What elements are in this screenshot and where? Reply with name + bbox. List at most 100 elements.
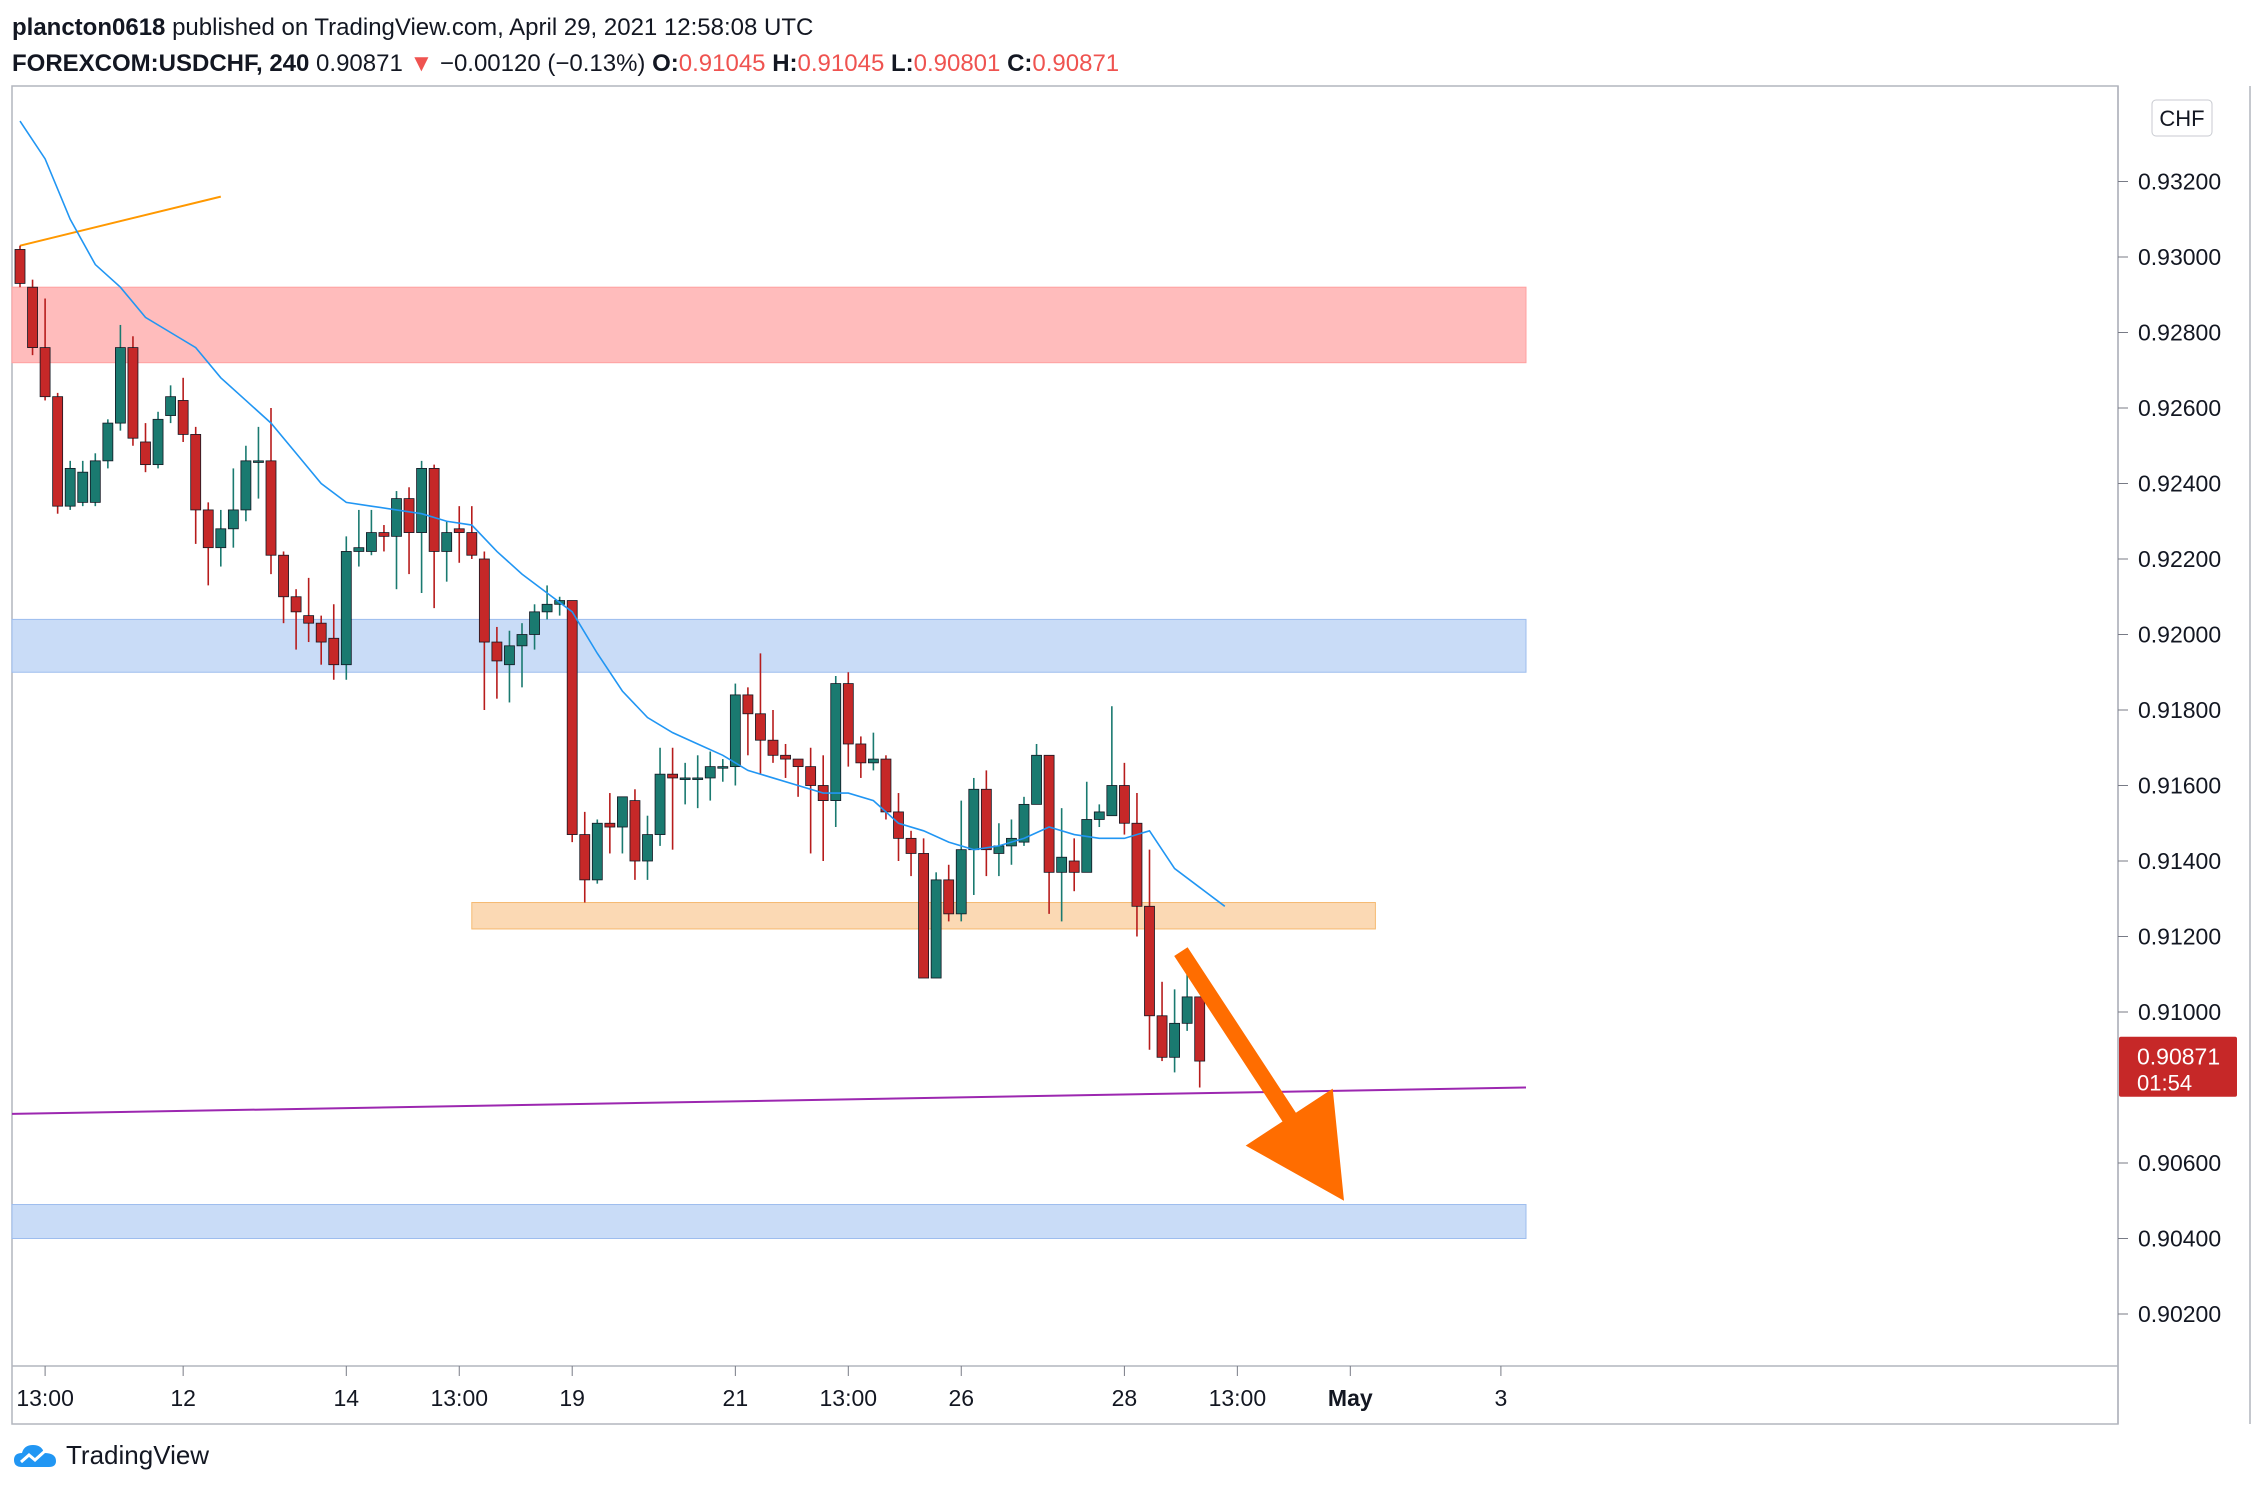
bear-candle[interactable]: [315, 622, 327, 643]
bull-candle[interactable]: [654, 773, 666, 835]
bull-candle[interactable]: [704, 766, 716, 779]
bull-candle[interactable]: [868, 758, 879, 764]
bear-candle[interactable]: [792, 758, 804, 768]
bull-candle[interactable]: [516, 634, 528, 647]
bull-candle[interactable]: [830, 683, 842, 802]
bull-candle[interactable]: [253, 460, 264, 463]
bear-candle[interactable]: [579, 834, 591, 881]
publisher-name[interactable]: plancton0618: [12, 14, 166, 41]
bull-candle[interactable]: [541, 603, 553, 613]
bear-candle[interactable]: [265, 460, 277, 556]
bull-candle[interactable]: [968, 788, 980, 851]
bull-candle[interactable]: [1031, 754, 1042, 805]
bull-candle[interactable]: [441, 532, 453, 552]
bear-candle[interactable]: [604, 822, 616, 828]
bear-candle[interactable]: [478, 558, 490, 643]
bull-candle[interactable]: [340, 551, 352, 666]
bear-candle[interactable]: [629, 800, 641, 862]
bear-candle[interactable]: [1131, 822, 1143, 907]
bear-candle[interactable]: [1156, 1015, 1168, 1058]
bull-candle[interactable]: [955, 849, 967, 915]
bull-candle[interactable]: [365, 532, 377, 552]
orange-trendline[interactable]: [19, 195, 222, 247]
bear-candle[interactable]: [127, 347, 139, 439]
bear-candle[interactable]: [980, 788, 992, 851]
bear-candle[interactable]: [52, 396, 64, 507]
bear-candle[interactable]: [1194, 996, 1206, 1062]
bear-candle[interactable]: [918, 853, 929, 979]
bull-candle[interactable]: [1181, 996, 1193, 1024]
bear-candle[interactable]: [755, 713, 766, 741]
bear-candle[interactable]: [403, 498, 415, 533]
bull-candle[interactable]: [64, 467, 76, 507]
bear-candle[interactable]: [566, 600, 578, 835]
bear-candle[interactable]: [453, 528, 465, 533]
bear-candle[interactable]: [39, 347, 51, 398]
bear-candle[interactable]: [190, 434, 202, 511]
bear-candle[interactable]: [1144, 905, 1155, 1017]
bull-candle[interactable]: [152, 418, 164, 466]
bull-candle[interactable]: [1056, 856, 1068, 873]
support-zone[interactable]: [11, 618, 1527, 673]
bear-candle[interactable]: [328, 637, 340, 666]
current-price-badge[interactable]: [2119, 1036, 2237, 1097]
bull-candle[interactable]: [353, 547, 365, 552]
bear-candle[interactable]: [842, 683, 854, 745]
bull-candle[interactable]: [1093, 811, 1105, 820]
bear-candle[interactable]: [742, 694, 754, 715]
bear-candle[interactable]: [290, 596, 302, 613]
bear-candle[interactable]: [466, 532, 478, 556]
bull-candle[interactable]: [416, 467, 428, 533]
bull-candle[interactable]: [1018, 803, 1030, 843]
bull-candle[interactable]: [1106, 785, 1118, 817]
bull-candle[interactable]: [617, 796, 628, 828]
bull-candle[interactable]: [692, 777, 704, 780]
bull-candle[interactable]: [529, 611, 540, 635]
bear-candle[interactable]: [780, 754, 791, 760]
bearish-arrow[interactable]: [1174, 947, 1344, 1201]
bear-candle[interactable]: [428, 467, 440, 552]
bear-candle[interactable]: [378, 532, 390, 537]
bear-candle[interactable]: [943, 879, 955, 915]
bull-candle[interactable]: [1081, 819, 1093, 873]
bull-candle[interactable]: [227, 509, 239, 530]
moving-average-line[interactable]: [19, 120, 1226, 907]
bull-candle[interactable]: [591, 822, 603, 881]
bear-candle[interactable]: [491, 641, 503, 662]
bear-candle[interactable]: [1043, 754, 1055, 873]
symbol-label[interactable]: FOREXCOM:USDCHF, 240: [12, 50, 310, 77]
purple-trendline[interactable]: [11, 1086, 1527, 1115]
bear-candle[interactable]: [202, 509, 214, 549]
bear-candle[interactable]: [14, 249, 26, 284]
bull-candle[interactable]: [115, 347, 126, 424]
bull-candle[interactable]: [89, 460, 101, 503]
resistance-zone[interactable]: [11, 286, 1527, 364]
bull-candle[interactable]: [679, 777, 691, 780]
bull-candle[interactable]: [77, 471, 89, 503]
bull-candle[interactable]: [240, 460, 252, 511]
bull-candle[interactable]: [391, 498, 402, 537]
bull-candle[interactable]: [102, 422, 114, 462]
bear-candle[interactable]: [880, 758, 892, 813]
bear-candle[interactable]: [278, 554, 289, 598]
bull-candle[interactable]: [930, 879, 942, 979]
bear-candle[interactable]: [767, 739, 779, 756]
bull-candle[interactable]: [165, 396, 177, 416]
bear-candle[interactable]: [805, 766, 817, 786]
bull-candle[interactable]: [729, 694, 741, 768]
bear-candle[interactable]: [303, 615, 315, 624]
support-zone[interactable]: [11, 1204, 1527, 1240]
bull-candle[interactable]: [717, 766, 729, 769]
bull-candle[interactable]: [215, 528, 227, 549]
bear-candle[interactable]: [667, 773, 678, 779]
bull-candle[interactable]: [1169, 1022, 1180, 1058]
bear-candle[interactable]: [855, 743, 867, 764]
bear-candle[interactable]: [177, 400, 189, 435]
bear-candle[interactable]: [27, 286, 38, 349]
tradingview-brand[interactable]: TradingView: [66, 1440, 210, 1470]
bear-candle[interactable]: [1068, 860, 1080, 873]
bear-candle[interactable]: [905, 837, 917, 854]
bear-candle[interactable]: [140, 441, 151, 466]
bull-candle[interactable]: [642, 834, 653, 862]
